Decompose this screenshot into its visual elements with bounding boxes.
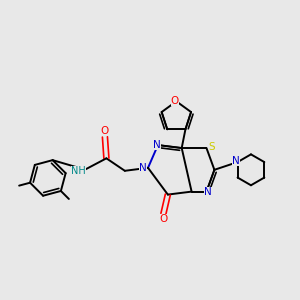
Text: S: S bbox=[208, 142, 215, 152]
Text: N: N bbox=[139, 163, 146, 173]
Text: N: N bbox=[232, 157, 240, 166]
Text: O: O bbox=[101, 126, 109, 136]
Text: NH: NH bbox=[71, 166, 86, 176]
Text: N: N bbox=[204, 187, 212, 197]
Text: O: O bbox=[171, 96, 179, 106]
Text: O: O bbox=[159, 214, 167, 224]
Text: N: N bbox=[153, 140, 161, 150]
